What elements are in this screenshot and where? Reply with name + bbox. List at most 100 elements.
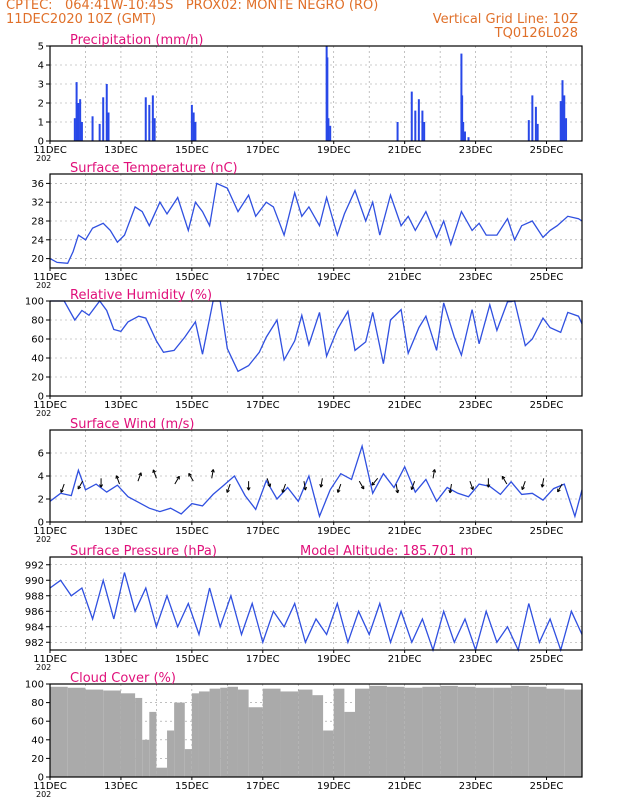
plot-frame — [49, 429, 583, 523]
year-label: 202 — [36, 409, 51, 418]
x-tick-label: 15DEC — [175, 654, 209, 665]
wind-arrow-head — [282, 490, 286, 493]
precip-bar — [536, 123, 539, 141]
x-tick-label: 13DEC — [104, 400, 138, 411]
cloud-bar — [298, 689, 313, 777]
header-station: PROX02: MONTE NEGRO (RO) — [185, 0, 379, 13]
wind-arrow-head — [305, 486, 308, 491]
precip-bar — [534, 106, 537, 141]
x-tick-label: 23DEC — [459, 654, 493, 665]
wind-arrow — [501, 476, 508, 485]
precip-bar — [423, 122, 426, 141]
cloud-bar — [135, 697, 143, 777]
x-tick-label: 19DEC — [317, 400, 351, 411]
cloud-bar — [184, 749, 192, 777]
x-tick-label: 11DEC — [33, 272, 67, 283]
year-label: 202 — [36, 790, 51, 799]
x-tick-label: 25DEC — [530, 272, 564, 283]
precip-bar — [531, 95, 534, 141]
y-tick-label: 990 — [25, 576, 44, 587]
y-tick-label: 0 — [38, 137, 44, 148]
plot-frame — [49, 173, 583, 269]
x-tick-label: 21DEC — [388, 272, 422, 283]
wind-arrow-head — [138, 472, 142, 476]
wind-arrow — [358, 480, 365, 490]
cloud-bar — [191, 693, 199, 777]
x-tick-label: 17DEC — [246, 272, 280, 283]
x-tick-label: 23DEC — [459, 145, 493, 156]
cloud-bar — [142, 739, 150, 777]
y-tick-label: 28 — [31, 217, 44, 228]
x-tick-label: 21DEC — [388, 526, 422, 537]
panel-title: Cloud Cover (%) — [70, 671, 176, 686]
precip-bar — [410, 91, 413, 141]
precip-bar — [79, 99, 82, 141]
cloud-bar — [156, 767, 168, 777]
x-tick-label: 19DEC — [317, 654, 351, 665]
header-grid-note: Vertical Grid Line: 10Z — [432, 12, 578, 27]
cloud-bar — [198, 691, 210, 777]
precip-bar — [190, 104, 193, 141]
x-tick-label: 23DEC — [459, 781, 493, 792]
year-label: 202 — [36, 154, 51, 163]
cloud-bar — [50, 686, 68, 777]
y-tick-label: 60 — [31, 717, 44, 728]
y-tick-label: 0 — [38, 518, 44, 529]
precip-bar — [151, 95, 154, 141]
x-tick-label: 17DEC — [246, 781, 280, 792]
wind-arrow-head — [176, 475, 180, 479]
plot-frame — [49, 45, 583, 142]
x-tick-label: 13DEC — [104, 654, 138, 665]
wind-arrow-head — [60, 490, 64, 493]
precip-bar — [396, 122, 399, 141]
x-tick-label: 15DEC — [175, 272, 209, 283]
x-tick-label: 21DEC — [388, 145, 422, 156]
panel-annotation: Model Altitude: 185.701 m — [300, 544, 473, 559]
precip-bar — [91, 116, 94, 141]
y-tick-label: 982 — [25, 638, 44, 649]
cloud-bar — [511, 685, 529, 777]
y-tick-label: 5 — [38, 42, 44, 53]
wind-arrow-head — [397, 489, 400, 494]
cloud-bar — [237, 689, 249, 777]
wind-arrow — [411, 481, 416, 490]
series-line — [50, 299, 583, 373]
y-tick-label: 4 — [38, 61, 44, 72]
precip-bar — [107, 112, 110, 141]
y-tick-label: 100 — [25, 680, 44, 691]
header-run-id: TQ0126L028 — [494, 26, 578, 41]
y-tick-label: 20 — [31, 373, 44, 384]
wind-arrow — [152, 469, 157, 479]
plot-frame — [49, 683, 583, 778]
y-tick-label: 6 — [38, 449, 44, 460]
wind-arrow — [303, 481, 306, 491]
wind-arrow-head — [557, 489, 561, 493]
cloud-bar — [333, 688, 345, 777]
cloud-bar — [528, 686, 547, 777]
x-tick-label: 11DEC — [33, 781, 67, 792]
x-tick-label: 11DEC — [33, 526, 67, 537]
x-tick-label: 19DEC — [317, 145, 351, 156]
wind-arrow — [432, 469, 436, 479]
x-tick-label: 15DEC — [175, 400, 209, 411]
cloud-bar — [149, 711, 157, 777]
x-tick-label: 19DEC — [317, 781, 351, 792]
x-tick-label: 17DEC — [246, 400, 280, 411]
y-tick-label: 24 — [31, 235, 44, 246]
precip-bar — [329, 125, 332, 141]
y-tick-label: 20 — [31, 254, 44, 265]
precip-bar — [421, 110, 424, 141]
wind-arrow — [226, 483, 231, 493]
cloud-bar — [67, 687, 86, 777]
precip-bar — [192, 112, 195, 141]
wind-arrow — [60, 483, 65, 493]
y-tick-label: 2 — [38, 99, 44, 110]
cloud-bar — [355, 688, 370, 777]
plot-frame — [49, 556, 583, 651]
year-label: 202 — [36, 663, 51, 672]
wind-arrow-head — [77, 486, 82, 490]
plot-frame — [49, 300, 583, 397]
y-tick-label: 1 — [38, 118, 44, 129]
wind-arrow-head — [100, 484, 104, 488]
